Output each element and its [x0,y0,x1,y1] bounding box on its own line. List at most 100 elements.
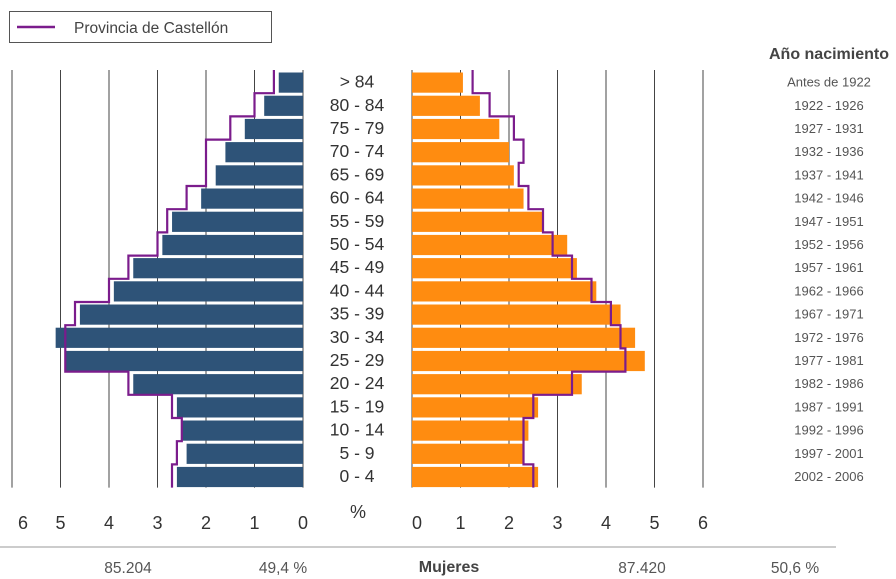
bar-left-16 [264,95,303,116]
age-group-label: 75 - 79 [330,118,384,138]
age-group-label: 30 - 34 [330,327,385,347]
men-count: 85.204 [104,560,152,577]
x-tick-right: 1 [455,513,465,533]
bar-left-0 [176,466,303,488]
bar-left-1 [186,443,303,464]
bar-left-12 [201,188,303,209]
province-outlines [64,70,627,488]
legend-label: Provincia de Castellón [74,20,228,37]
birth-year-label: 1972 - 1976 [794,330,863,345]
bar-left-10 [162,234,303,256]
bar-left-6 [55,327,304,348]
bar-right-16 [412,95,480,116]
bar-left-5 [65,350,303,372]
x-tick-left: 0 [298,513,308,533]
birth-year-label: Antes de 1922 [787,75,871,90]
bar-right-7 [412,304,621,325]
x-tick-right: 5 [649,513,659,533]
bars [55,72,645,488]
birth-year-label: 1922 - 1926 [794,98,863,113]
x-tick-left: 5 [55,513,65,533]
age-group-label: 25 - 29 [330,350,384,370]
age-group-label: 15 - 19 [330,396,384,416]
birth-year-label: 1967 - 1971 [794,307,863,322]
age-group-label: 80 - 84 [330,95,385,115]
bar-left-8 [113,281,303,302]
women-percentage: 50,6 % [771,560,819,577]
birth-year-label: 1942 - 1946 [794,191,863,206]
birth-year-label: 1992 - 1996 [794,423,863,438]
bar-right-17 [412,72,463,93]
men-percentage: 49,4 % [259,560,307,577]
bar-right-11 [412,211,543,232]
birth-year-label: 1937 - 1941 [794,167,863,182]
bar-left-7 [79,304,304,325]
age-group-label: 20 - 24 [330,373,385,393]
age-group-label: 40 - 44 [330,280,385,300]
bar-left-2 [181,420,303,441]
birth-year-label: 1982 - 1986 [794,376,863,391]
x-tick-right: 3 [552,513,562,533]
bar-right-3 [412,397,539,418]
birth-year-label: 2002 - 2006 [794,469,863,484]
birth-year-label: 1952 - 1956 [794,237,863,252]
birth-year-label: 1997 - 2001 [794,446,863,461]
x-tick-right: 0 [412,513,422,533]
age-group-label: 10 - 14 [330,420,385,440]
province-outline-right [471,70,627,488]
x-axis-ticks: 6 5 4 3 2 1 0 0 1 2 3 4 5 6 [18,513,708,533]
bar-left-3 [176,397,303,418]
bar-right-2 [412,420,529,441]
age-group-label: 55 - 59 [330,211,384,231]
birth-year-label: 1947 - 1951 [794,214,863,229]
age-group-label: 70 - 74 [330,141,385,161]
age-group-label: 0 - 4 [339,466,374,486]
x-tick-right: 4 [601,513,611,533]
birth-year-label: 1927 - 1931 [794,121,863,136]
birth-year-labels: 2002 - 2006 1997 - 2001 1992 - 1996 1987 - … [787,75,871,484]
bar-right-5 [412,350,645,372]
bar-left-13 [215,165,303,186]
birth-year-label: 1957 - 1961 [794,260,863,275]
bar-right-6 [412,327,636,348]
age-group-label: 50 - 54 [330,234,385,254]
x-tick-left: 1 [249,513,259,533]
women-label: Mujeres [419,559,480,576]
bar-right-14 [412,142,509,163]
age-group-labels: 0 - 4 5 - 9 10 - 14 15 - 19 20 - 24 25 - 29 30… [330,72,385,486]
bar-right-0 [412,466,539,488]
bar-left-17 [278,72,303,93]
birth-year-label: 1987 - 1991 [794,399,863,414]
bar-right-8 [412,281,597,302]
x-tick-left: 6 [18,513,28,533]
age-group-label: 60 - 64 [330,188,385,208]
bar-right-1 [412,443,524,464]
x-tick-right: 6 [698,513,708,533]
birth-year-label: 1962 - 1966 [794,283,863,298]
x-tick-left: 3 [152,513,162,533]
bar-right-4 [412,374,582,395]
age-group-label: > 84 [340,72,375,92]
bar-right-15 [412,118,500,140]
birth-year-label: 1977 - 1981 [794,353,863,368]
bar-right-9 [412,258,577,279]
bar-right-10 [412,234,568,256]
age-group-label: 65 - 69 [330,164,384,184]
age-group-label: 5 - 9 [339,443,374,463]
women-count: 87.420 [618,560,666,577]
age-group-label: 45 - 49 [330,257,384,277]
bar-left-9 [133,258,303,279]
x-tick-right: 2 [504,513,514,533]
footer: 85.204 49,4 % Mujeres 87.420 50,6 % [0,546,836,577]
birth-year-label: 1932 - 1936 [794,144,863,159]
center-unit-label: % [350,502,366,522]
bar-left-15 [244,118,303,140]
bar-right-13 [412,165,514,186]
x-tick-left: 2 [201,513,211,533]
bar-left-4 [133,374,303,395]
birth-year-title: Año nacimiento [769,46,889,63]
age-group-label: 35 - 39 [330,304,384,324]
bar-right-12 [412,188,524,209]
legend: Provincia de Castellón [9,11,272,43]
